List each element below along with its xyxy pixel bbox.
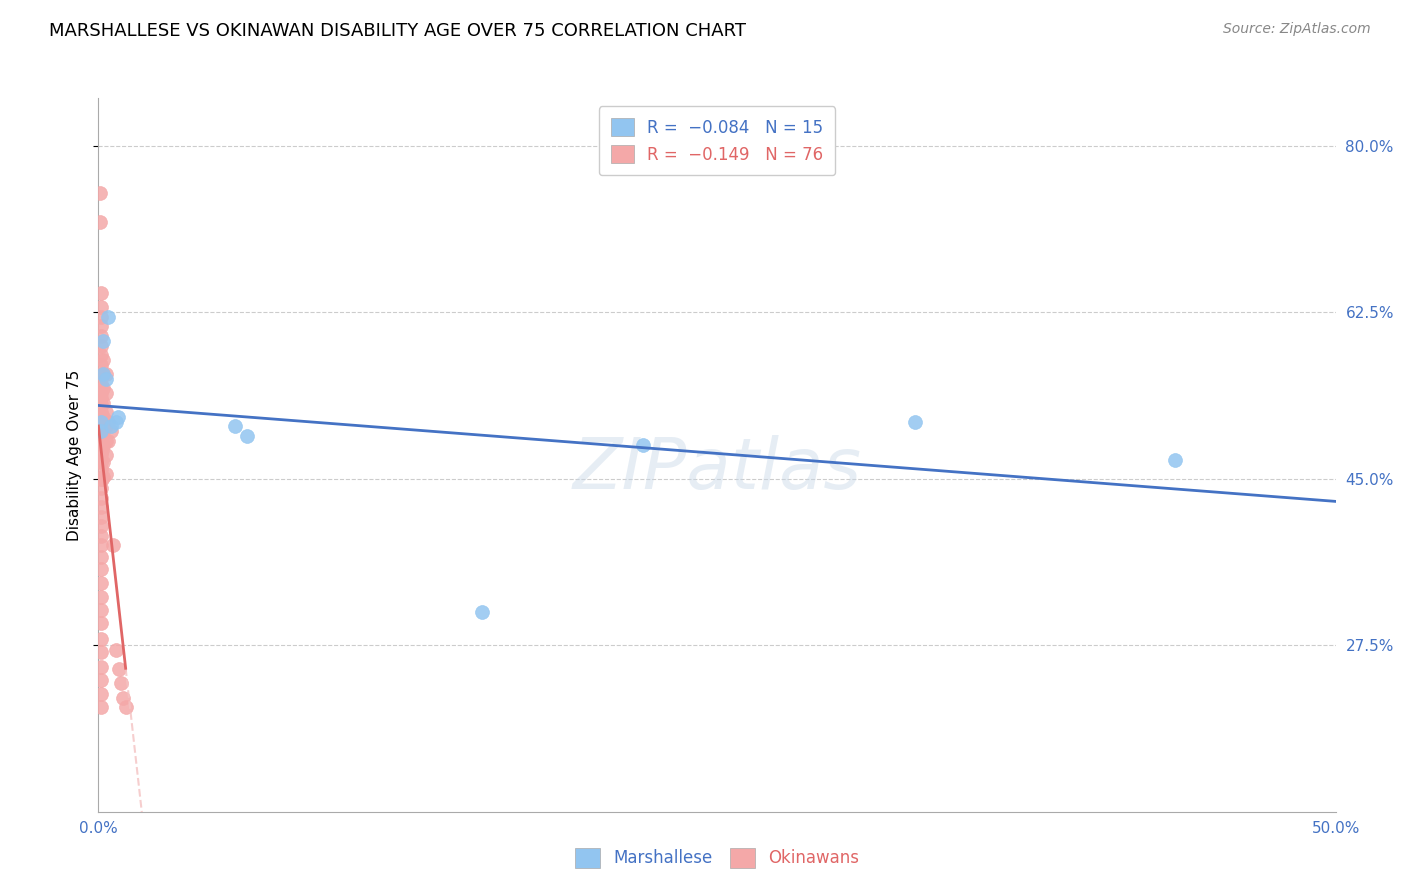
Point	[90, 562, 112, 576]
Point	[93, 352, 115, 367]
Point	[90, 301, 112, 315]
Point	[90, 329, 112, 343]
Legend: Marshallese, Okinawans: Marshallese, Okinawans	[568, 841, 866, 875]
Point	[471, 605, 494, 619]
Point	[90, 447, 112, 461]
Point	[90, 367, 112, 381]
Point	[94, 405, 117, 419]
Point	[90, 454, 112, 468]
Point	[90, 700, 112, 714]
Point	[94, 448, 117, 462]
Point	[103, 538, 125, 552]
Point	[90, 338, 112, 352]
Point	[90, 660, 112, 674]
Point	[90, 397, 112, 411]
Point	[93, 438, 115, 452]
Point	[90, 509, 112, 524]
Point	[91, 472, 114, 486]
Point	[90, 500, 112, 515]
Point	[1164, 452, 1187, 467]
Point	[97, 310, 120, 324]
Point	[94, 372, 117, 386]
Point	[90, 376, 112, 391]
Point	[90, 462, 112, 476]
Point	[236, 429, 259, 443]
Point	[90, 632, 112, 646]
Point	[90, 687, 112, 701]
Point	[93, 470, 115, 484]
Point	[97, 434, 120, 448]
Point	[104, 643, 127, 657]
Text: Source: ZipAtlas.com: Source: ZipAtlas.com	[1223, 22, 1371, 37]
Point	[90, 440, 112, 454]
Point	[94, 419, 117, 434]
Point	[224, 419, 246, 434]
Point	[94, 467, 117, 481]
Point	[90, 673, 112, 688]
Point	[90, 434, 112, 448]
Point	[93, 424, 115, 438]
Point	[94, 434, 117, 448]
Point	[631, 438, 654, 452]
Point	[90, 310, 112, 324]
Point	[107, 409, 129, 424]
Point	[90, 424, 112, 438]
Point	[110, 676, 132, 690]
Point	[90, 409, 112, 424]
Point	[90, 417, 112, 431]
Point	[90, 386, 112, 401]
Point	[90, 319, 112, 334]
Point	[90, 538, 112, 552]
Point	[90, 415, 112, 429]
Point	[93, 395, 115, 409]
Point	[93, 367, 115, 381]
Point	[93, 454, 115, 468]
Point	[90, 286, 112, 301]
Point	[94, 367, 117, 381]
Point	[90, 424, 112, 438]
Point	[90, 348, 112, 362]
Point	[93, 381, 115, 395]
Point	[90, 603, 112, 617]
Point	[90, 616, 112, 631]
Point	[904, 415, 927, 429]
Point	[90, 472, 112, 486]
Point	[90, 391, 112, 405]
Point	[94, 386, 117, 401]
Point	[104, 415, 127, 429]
Point	[90, 491, 112, 505]
Point	[114, 700, 136, 714]
Point	[89, 215, 111, 229]
Point	[91, 443, 114, 458]
Point	[90, 576, 112, 591]
Point	[90, 481, 112, 495]
Text: ZIPatlas: ZIPatlas	[572, 434, 862, 504]
Point	[90, 358, 112, 372]
Point	[93, 367, 115, 381]
Point	[90, 529, 112, 543]
Y-axis label: Disability Age Over 75: Disability Age Over 75	[67, 369, 83, 541]
Point	[89, 186, 111, 201]
Text: MARSHALLESE VS OKINAWAN DISABILITY AGE OVER 75 CORRELATION CHART: MARSHALLESE VS OKINAWAN DISABILITY AGE O…	[49, 22, 747, 40]
Point	[90, 549, 112, 564]
Point	[100, 424, 122, 438]
Point	[90, 519, 112, 533]
Point	[90, 429, 112, 443]
Point	[90, 590, 112, 604]
Point	[90, 405, 112, 419]
Point	[93, 334, 115, 348]
Point	[108, 662, 131, 676]
Point	[93, 409, 115, 424]
Point	[97, 415, 120, 429]
Point	[90, 645, 112, 659]
Point	[100, 419, 122, 434]
Point	[112, 690, 135, 705]
